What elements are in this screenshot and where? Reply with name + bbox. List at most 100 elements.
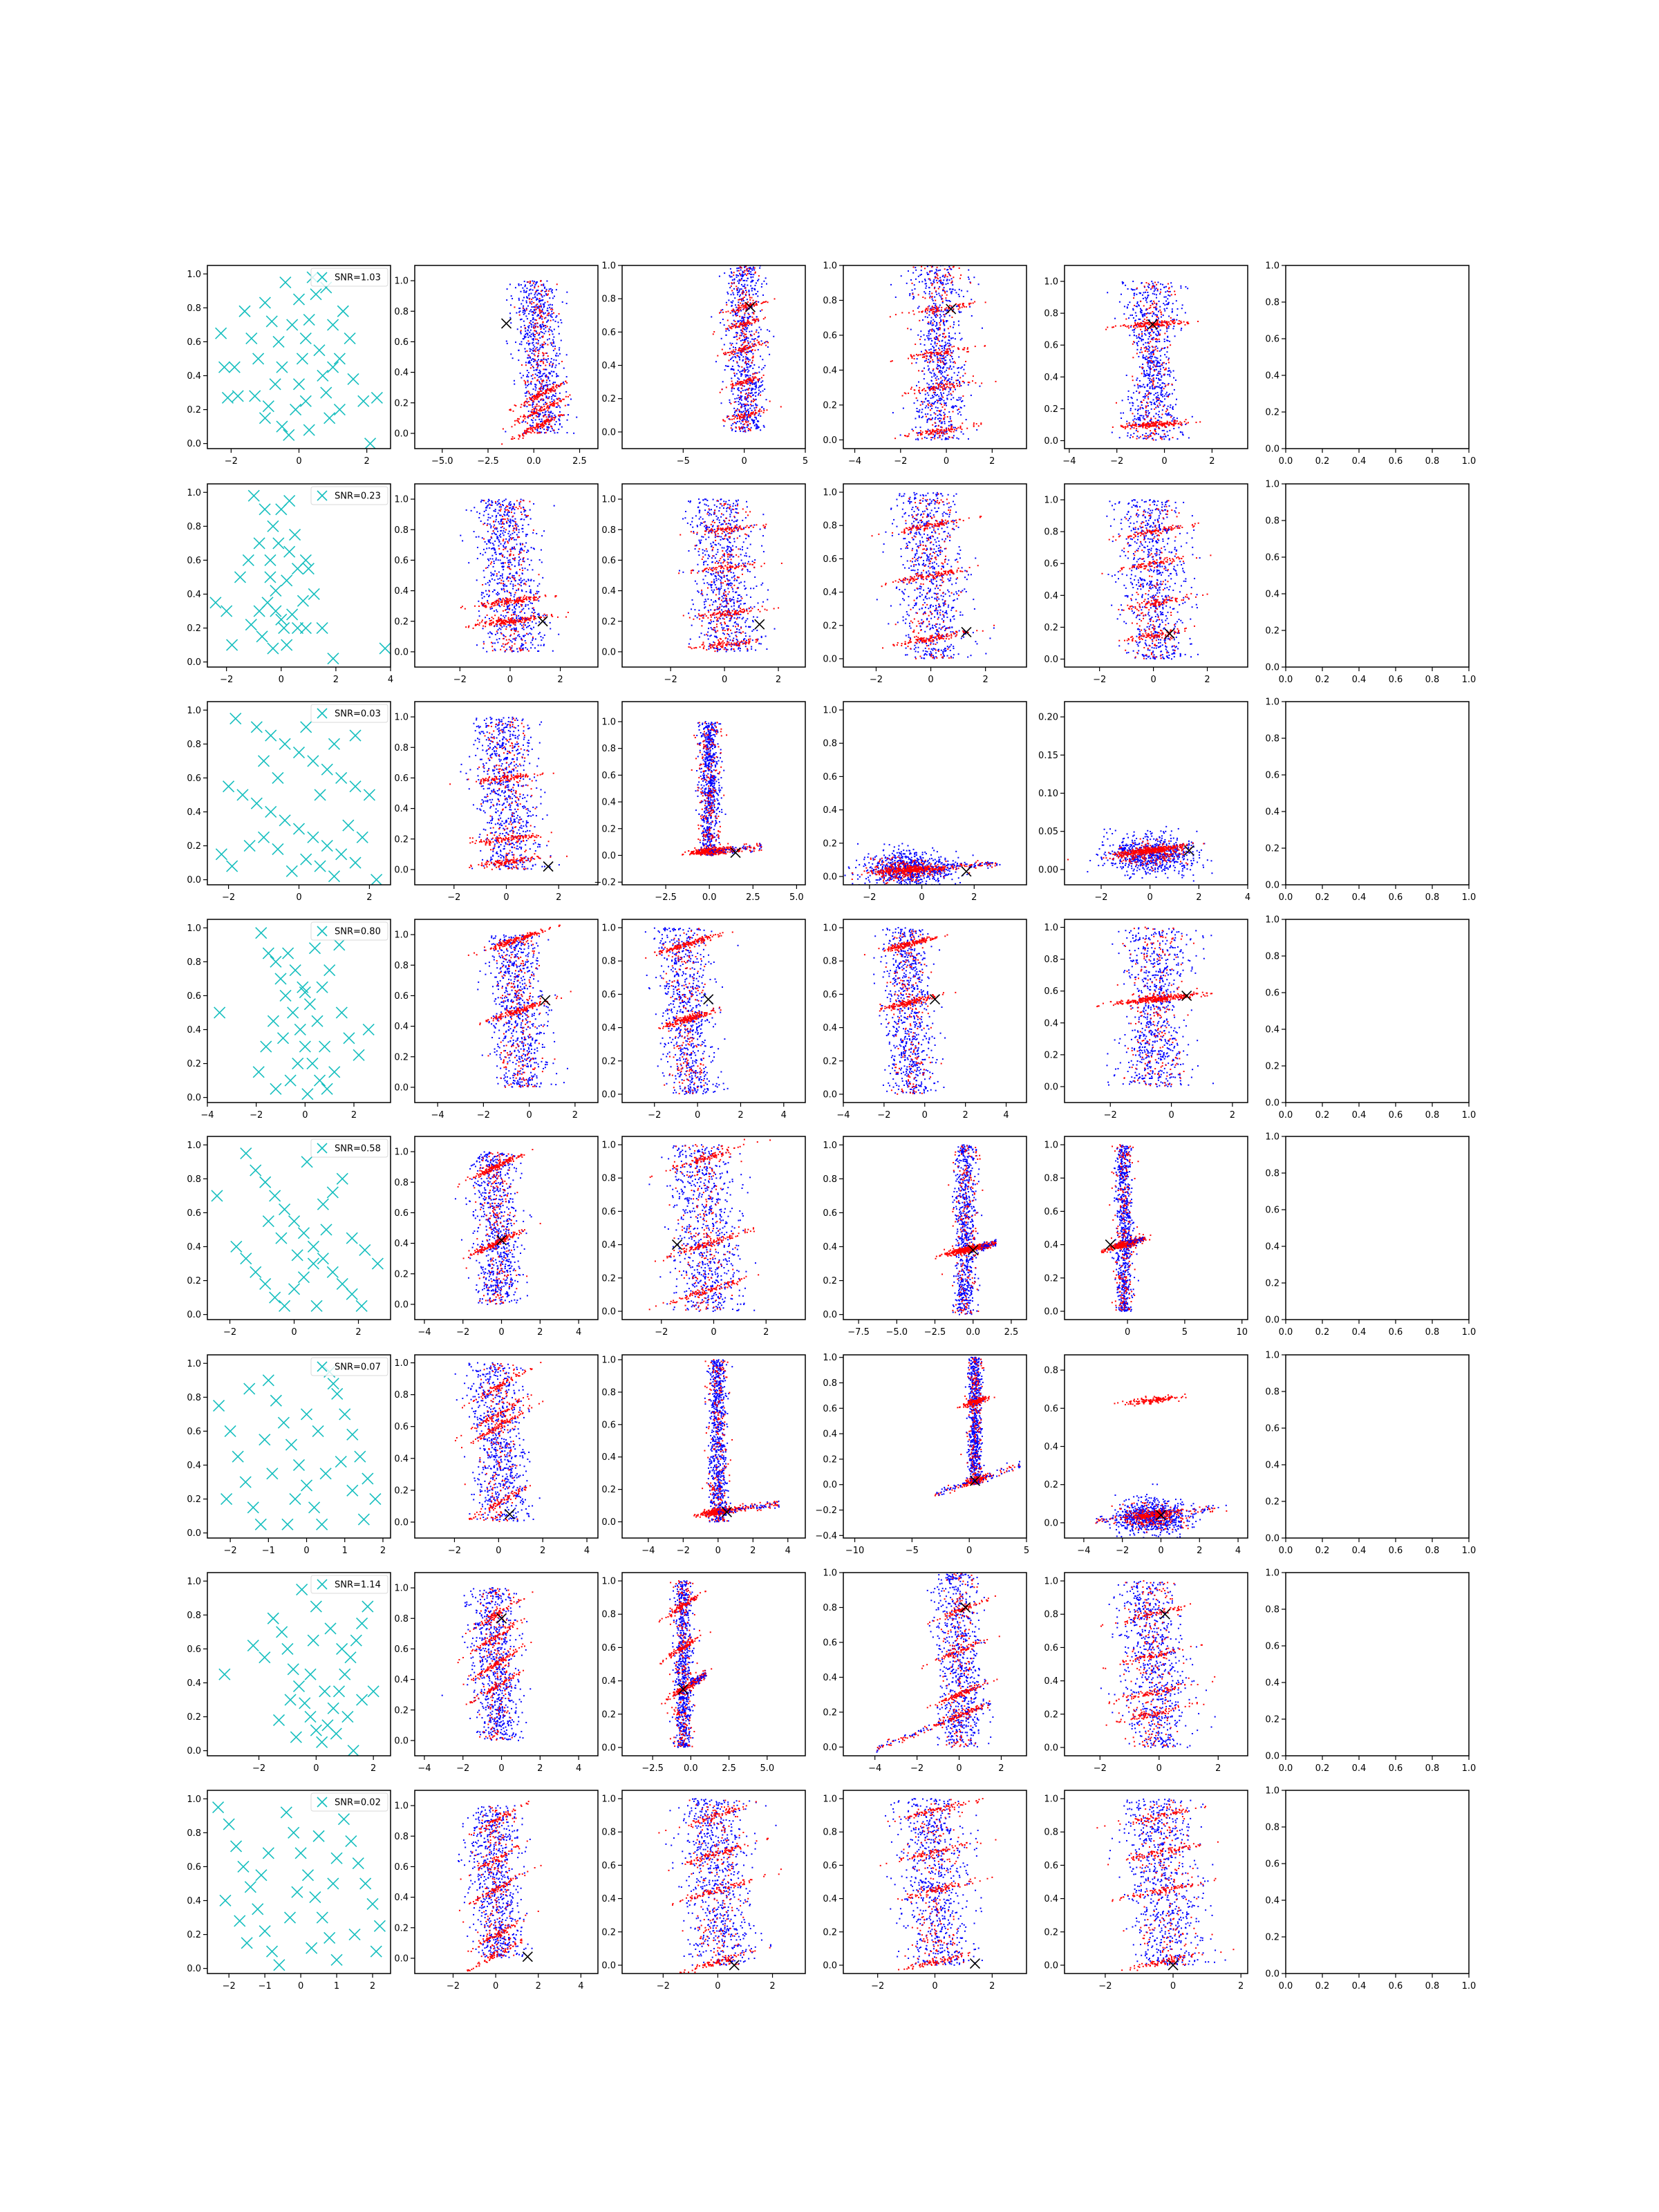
blue-point (948, 332, 950, 334)
red-point (939, 328, 941, 330)
blue-point (1168, 327, 1170, 329)
red-point (946, 386, 948, 388)
blue-point (1151, 355, 1153, 357)
blue-point (556, 397, 558, 400)
red-point (734, 320, 736, 322)
red-point (944, 290, 946, 292)
blue-point (940, 281, 942, 283)
red-point (544, 420, 546, 422)
blue-point (934, 341, 936, 343)
blue-point (541, 346, 543, 348)
red-point (531, 411, 533, 413)
blue-point (559, 411, 561, 413)
red-point (501, 443, 503, 445)
blue-point (1154, 388, 1156, 390)
blue-point (544, 368, 546, 371)
blue-point (917, 438, 919, 440)
red-point (745, 305, 747, 307)
red-point (523, 402, 525, 404)
blue-point (740, 375, 742, 377)
blue-point (1167, 434, 1169, 436)
blue-point (1152, 284, 1154, 286)
red-point (532, 366, 534, 368)
blue-point (939, 413, 941, 415)
red-point (1178, 323, 1180, 325)
blue-point (919, 427, 921, 429)
red-point (1174, 420, 1177, 422)
blue-point (542, 346, 544, 348)
blue-point (747, 324, 749, 326)
blue-point (744, 265, 746, 268)
blue-point (940, 315, 942, 317)
blue-point (741, 411, 743, 413)
blue-point (1153, 379, 1155, 382)
blue-point (534, 326, 536, 328)
red-point (906, 435, 908, 438)
blue-point (732, 423, 734, 425)
red-point (740, 321, 742, 324)
red-point (936, 273, 938, 275)
blue-point (543, 306, 545, 308)
blue-point (1153, 415, 1155, 418)
red-point (927, 403, 929, 405)
blue-point (1176, 319, 1178, 321)
blue-point (544, 286, 546, 288)
blue-point (741, 321, 743, 323)
blue-point (1161, 393, 1163, 395)
red-point (753, 346, 755, 348)
blue-point (924, 413, 926, 415)
cyan-point (303, 313, 315, 326)
blue-point (523, 320, 525, 322)
red-point (1151, 330, 1153, 332)
blue-point (532, 406, 534, 408)
blue-point (765, 277, 767, 279)
red-point (1142, 427, 1144, 429)
blue-point (523, 305, 525, 307)
red-point (742, 420, 744, 422)
cyan-point (245, 332, 258, 345)
blue-point (945, 369, 947, 371)
blue-point (747, 424, 749, 426)
blue-point (928, 323, 930, 325)
red-point (543, 344, 545, 346)
blue-point (742, 339, 744, 341)
blue-point (751, 306, 753, 308)
red-point (527, 422, 529, 424)
red-point (545, 364, 547, 366)
blue-point (756, 424, 758, 427)
red-point (735, 334, 738, 336)
red-point (1162, 405, 1164, 407)
red-point (932, 310, 934, 312)
blue-point (749, 417, 751, 419)
red-point (734, 311, 736, 313)
blue-point (1173, 326, 1175, 328)
blue-point (957, 293, 959, 295)
blue-point (747, 363, 749, 365)
blue-point (1163, 404, 1165, 406)
blue-point (1150, 357, 1152, 359)
blue-point (523, 291, 525, 293)
blue-point (940, 319, 942, 321)
red-point (744, 287, 747, 289)
blue-point (1156, 360, 1159, 362)
y-tick-label: 0.2 (601, 394, 616, 404)
red-point (1139, 406, 1141, 409)
blue-point (932, 370, 934, 372)
blue-point (544, 301, 546, 303)
blue-point (740, 426, 742, 428)
red-point (752, 355, 754, 357)
blue-point (549, 379, 551, 382)
blue-point (969, 281, 971, 283)
red-point (929, 297, 931, 299)
blue-point (909, 293, 911, 295)
blue-point (740, 269, 742, 271)
blue-point (736, 352, 738, 354)
blue-point (547, 416, 550, 418)
red-point (546, 388, 548, 391)
blue-point (1173, 428, 1175, 430)
blue-point (954, 289, 956, 291)
blue-point (521, 341, 523, 343)
blue-point (950, 306, 953, 308)
red-point (948, 386, 950, 388)
red-point (744, 352, 747, 354)
